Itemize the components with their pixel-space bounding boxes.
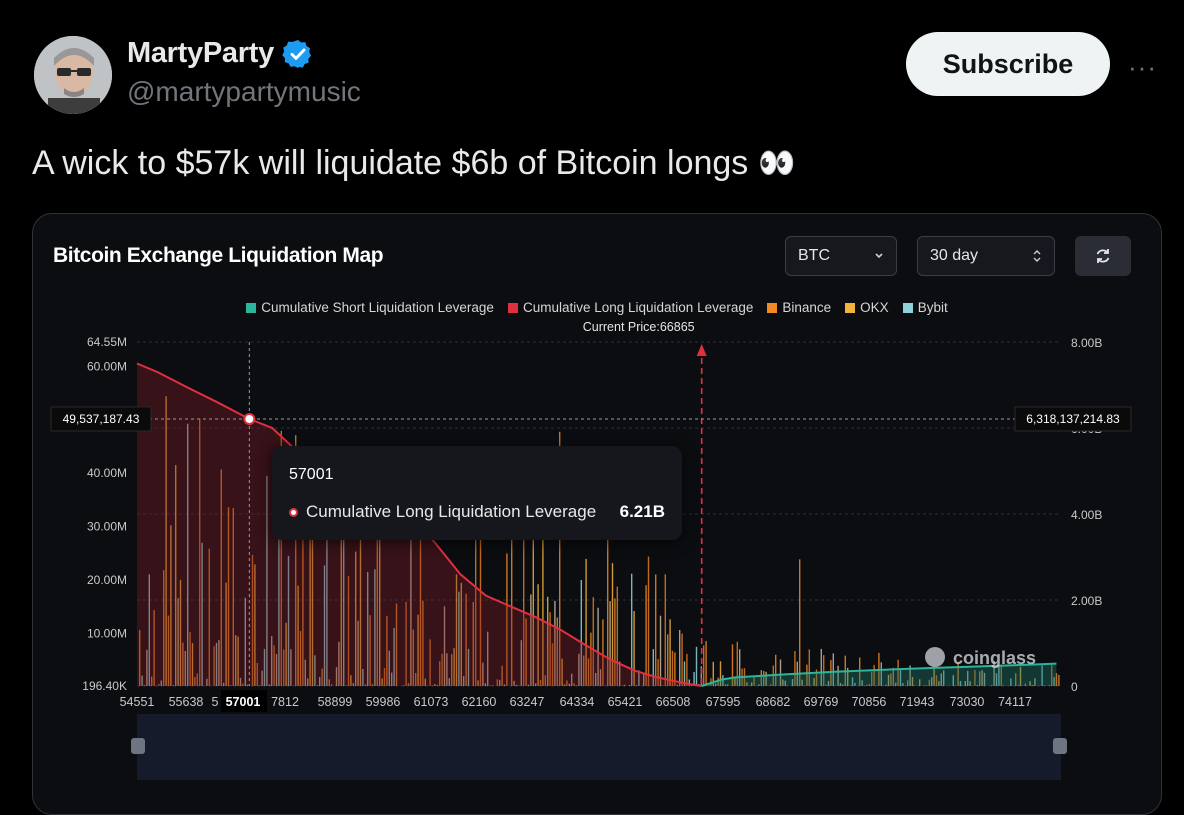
liquidation-bar [665, 574, 666, 686]
left-axis-label: 60.00M [87, 359, 127, 373]
tooltip-title: 57001 [289, 466, 334, 484]
left-axis-label: 10.00M [87, 627, 127, 641]
right-axis-label: 0 [1071, 680, 1078, 694]
x-tick-label: 54551 [120, 695, 155, 709]
right-axis-label: 8.00B [1071, 336, 1102, 350]
subscribe-button[interactable]: Subscribe [906, 32, 1110, 96]
watermark-text: coinglass [953, 648, 1036, 668]
tweet-text: A wick to $57k will liquidate $6b of Bit… [32, 144, 796, 183]
avatar-image [34, 36, 112, 114]
liquidation-bar [648, 557, 649, 687]
current-price-arrow-icon [697, 344, 707, 356]
x-tick-label: 70856 [852, 695, 887, 709]
x-tick-label: 64334 [560, 695, 595, 709]
liquidation-bar [705, 641, 706, 686]
x-tick-label: 71943 [900, 695, 935, 709]
x-tick-label: 7812 [271, 695, 299, 709]
tweet-body: A wick to $57k will liquidate $6b of Bit… [32, 144, 748, 183]
liquidation-bar [703, 645, 704, 686]
liquidation-bar [667, 634, 668, 686]
left-axis-label: 20.00M [87, 573, 127, 587]
current-price-label: Current Price:66865 [583, 320, 695, 334]
range-slider-right-handle [1053, 738, 1067, 754]
tooltip-row: Cumulative Long Liquidation Leverage 6.2… [289, 502, 665, 522]
range-slider-track [137, 714, 1061, 780]
author-name[interactable]: MartyParty [127, 37, 274, 70]
liquidation-bar [669, 619, 670, 686]
x-tick-label: 62160 [462, 695, 497, 709]
x-tick-label: 69769 [804, 695, 839, 709]
liquidation-bar [1058, 675, 1059, 686]
range-slider-left-handle [131, 738, 145, 754]
chart-image-card[interactable]: Bitcoin Exchange Liquidation Map BTC 30 … [32, 213, 1162, 815]
author-avatar[interactable] [34, 36, 112, 114]
crosshair-left-value: 49,537,187.43 [63, 412, 140, 426]
left-axis-label: 40.00M [87, 466, 127, 480]
x-tick-label: 61073 [414, 695, 449, 709]
coinglass-logo-icon [925, 647, 945, 667]
left-axis-label: 64.55M [87, 335, 127, 349]
x-tick-label: 73030 [950, 695, 985, 709]
liquidation-bar [681, 634, 682, 686]
x-tick-label: 68682 [756, 695, 791, 709]
tooltip-series-dot [289, 508, 298, 517]
crosshair-right-value: 6,318,137,214.83 [1026, 412, 1120, 426]
liquidation-bar [696, 647, 697, 686]
right-axis-label: 2.00B [1071, 594, 1102, 608]
more-options-icon[interactable]: ··· [1128, 52, 1157, 83]
x-tick-label: 5 [212, 695, 219, 709]
tooltip-value: 6.21B [620, 502, 665, 522]
liquidation-bar [645, 585, 646, 686]
author-handle[interactable]: @martypartymusic [127, 76, 361, 108]
x-tick-label: 74117 [998, 695, 1032, 709]
chart-tooltip: 57001 Cumulative Long Liquidation Levera… [272, 446, 682, 540]
eyes-emoji: 👀 [758, 146, 795, 181]
liquidation-bar [686, 654, 687, 686]
left-axis-label: 196.40K [82, 679, 127, 693]
verified-badge-icon[interactable] [282, 38, 314, 70]
crosshair-x-label: 57001 [226, 695, 261, 709]
liquidation-bar [660, 616, 661, 686]
liquidation-bar [799, 559, 800, 686]
right-axis-label: 4.00B [1071, 508, 1102, 522]
x-tick-label: 66508 [656, 695, 691, 709]
x-tick-label: 65421 [608, 695, 643, 709]
x-tick-label: 67595 [706, 695, 741, 709]
liquidation-bar [679, 630, 680, 686]
liquidation-bar [655, 574, 656, 686]
x-tick-label: 55638 [169, 695, 204, 709]
left-axis-label: 30.00M [87, 520, 127, 534]
x-tick-label: 59986 [366, 695, 401, 709]
crosshair-point [244, 414, 254, 424]
x-tick-label: 63247 [510, 695, 545, 709]
tooltip-series-name: Cumulative Long Liquidation Leverage [306, 502, 596, 522]
x-tick-label: 58899 [318, 695, 353, 709]
